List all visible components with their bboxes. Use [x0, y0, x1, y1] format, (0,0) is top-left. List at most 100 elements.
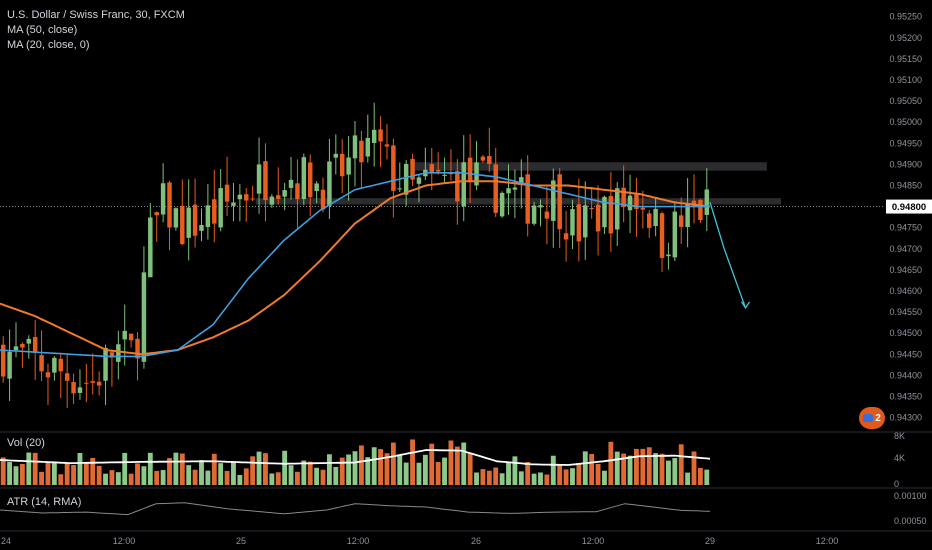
candle-body [244, 194, 249, 201]
price-tick-label: 0.94900 [889, 159, 922, 169]
volume-bar [442, 457, 447, 485]
candle-body [525, 174, 530, 224]
price-tick-label: 0.94850 [889, 180, 922, 190]
flag-icon [863, 414, 874, 422]
volume-bar [621, 453, 627, 485]
volume-bar [589, 454, 595, 485]
volume-bar [538, 472, 543, 485]
candle-body [84, 382, 89, 384]
volume-bar [678, 444, 684, 485]
volume-bar [256, 451, 262, 485]
candle-body [563, 233, 569, 240]
volume-bar [429, 443, 435, 485]
volume-bar [288, 465, 294, 485]
volume-bar [570, 468, 575, 485]
ma50-line [0, 180, 711, 356]
volume-bar [672, 458, 678, 485]
price-tick-label: 0.94650 [889, 265, 922, 275]
candle-body [544, 211, 550, 219]
candle-body [282, 190, 287, 197]
arrowhead-icon [740, 301, 751, 310]
volume-bar [358, 445, 364, 485]
volume-bar [83, 462, 89, 485]
candle-body [167, 182, 172, 228]
candle-body [109, 352, 115, 358]
candle-body [442, 174, 447, 176]
volume-bar [550, 455, 556, 485]
atr-pane-label[interactable]: ATR (14, RMA) [7, 496, 82, 508]
volume-bar [0, 457, 6, 485]
volume-bar [691, 451, 697, 485]
volume-bar [467, 452, 473, 485]
candle-body [352, 135, 358, 159]
volume-bar [602, 470, 607, 485]
volume-bar [90, 457, 96, 485]
candles [0, 102, 710, 409]
candle-body [116, 344, 121, 362]
atr-line [0, 502, 711, 516]
volume-bar [320, 469, 326, 485]
candle-body [576, 204, 582, 242]
candle-body [0, 344, 6, 377]
volume-bar [179, 453, 185, 485]
candle-body [13, 346, 19, 351]
ma20-legend[interactable]: MA (20, close, 0) [7, 39, 90, 51]
ma20-line [0, 172, 710, 358]
volume-bar [7, 462, 13, 485]
candle-body [435, 169, 441, 172]
volume-bar [64, 462, 70, 485]
volume-bar [352, 451, 358, 485]
price-tick-label: 0.94600 [889, 286, 922, 296]
volume-bar [384, 453, 390, 485]
volume-bar [653, 453, 659, 485]
candle-body [212, 199, 217, 224]
candle-body [327, 161, 332, 206]
candle-body [467, 157, 473, 182]
candle-body [288, 179, 294, 188]
candle-body [269, 196, 275, 205]
candle-body [199, 224, 204, 231]
candle-body [39, 355, 44, 372]
candle-body [448, 173, 454, 175]
volume-bar [295, 471, 300, 485]
volume-bar [454, 446, 460, 485]
volume-bar [160, 470, 166, 485]
candle-body [608, 195, 614, 234]
candle-body [461, 162, 466, 207]
volume-bar [45, 461, 51, 485]
candle-body [499, 192, 505, 217]
ma50-legend[interactable]: MA (50, close) [7, 24, 78, 36]
volume-tick-label: 0 [894, 479, 899, 489]
candle-body [256, 164, 262, 194]
atr-tick-label: 0.00050 [894, 516, 927, 526]
candle-body [20, 343, 25, 348]
candle-body [691, 200, 697, 207]
candle-body [314, 183, 319, 192]
volume-bar [307, 461, 313, 485]
events-badge[interactable]: 2 [859, 407, 885, 429]
volume-bar [704, 469, 710, 485]
candle-body [640, 207, 646, 210]
volume-bar [346, 454, 352, 485]
candle-body [333, 153, 339, 158]
time-tick-label: 12:00 [816, 536, 839, 546]
candle-body [403, 163, 409, 195]
volume-pane-label[interactable]: Vol (20) [7, 437, 45, 449]
price-tick-label: 0.95100 [889, 75, 922, 85]
volume-bar [122, 452, 128, 485]
candle-body [231, 202, 236, 206]
volume-bar [474, 472, 479, 485]
time-tick-label: 29 [705, 536, 715, 546]
candle-body [128, 333, 134, 341]
volume-bar [582, 451, 588, 485]
volume-bar [301, 460, 307, 485]
candle-body [339, 153, 345, 177]
candle-body [250, 198, 255, 200]
volume-bar [563, 469, 569, 485]
volume-bar [544, 474, 550, 485]
volume-bar [422, 454, 428, 485]
candle-body [58, 358, 64, 372]
candle-body [7, 351, 12, 379]
